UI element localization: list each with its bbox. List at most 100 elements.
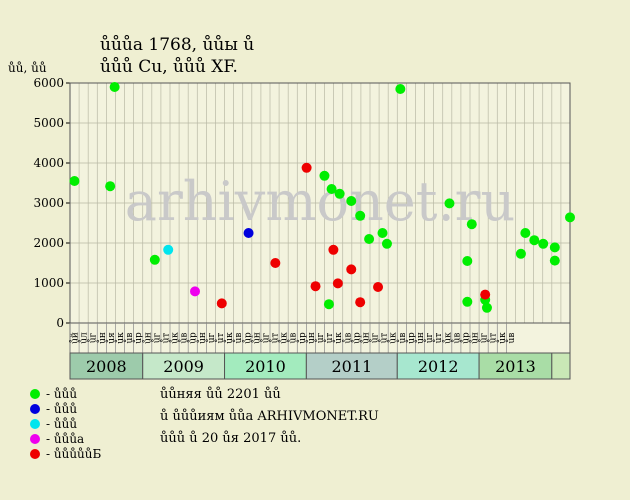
month-label: ůт [214,333,226,344]
year-band-cell [142,352,226,380]
month-label: ůк [278,332,290,344]
month-label: ůн [359,332,371,344]
month-label: ůк [387,332,399,344]
data-point [462,296,473,307]
month-label: ůт [159,333,171,344]
data-point [381,238,392,249]
month-label: ůт [323,333,335,344]
data-point [549,255,560,266]
legend-item: - ůůůůůБ [30,446,101,461]
month-label: ůт [432,333,444,344]
data-point [319,170,330,181]
data-point [466,219,477,230]
watermark: arhivmonet.ru [125,170,515,233]
data-point [377,228,388,238]
data-point [515,248,526,259]
y-tick-label: 0 [56,316,64,330]
data-point [364,234,375,244]
month-label: ůв [341,333,353,344]
month-label: ůр [350,332,362,344]
data-point [346,196,357,206]
year-band-cell [396,352,480,380]
month-label: ůр [296,332,308,344]
data-point [481,302,492,313]
data-point [163,244,174,255]
year-band-cell [551,352,571,380]
month-label: ůв [232,333,244,344]
month-label: ůв [123,333,135,344]
month-label: ůк [223,332,235,344]
month-label: ůг [205,332,217,343]
month-label: ůн [250,332,262,344]
year-label: 2012 [418,357,459,376]
data-point [373,282,384,292]
month-label: ůг [423,332,435,343]
note-line: ů ůůůиям ůůа ARHIVMONET.RU [160,409,379,424]
month-label: ůр [241,332,253,344]
month-label: ůн [469,332,481,344]
month-label: ůт [378,333,390,344]
data-point [332,278,343,289]
chart-title-line1: ůůůа 1768, ůůы ů [100,35,255,55]
legend-marker [30,433,40,444]
data-point [529,235,540,246]
month-label: ůл [78,332,90,344]
data-point [549,242,560,253]
legend-item: - ůůůа [30,431,101,446]
month-label: ůг [150,332,162,343]
month-label: ůн [414,332,426,344]
month-label: ůр [187,332,199,344]
month-label: ůн [305,332,317,344]
data-point [444,198,455,209]
y-tick-label: 4000 [33,156,64,170]
y-axis-label: ůů, ůů [8,61,47,75]
legend: - ůůů - ůůů - ůůů - ůůůа - ůůůůůБ [30,386,101,461]
month-label: ůй [69,332,81,344]
month-label: ůк [169,332,181,344]
month-label: ůг [369,332,381,343]
month-label: ůв [450,333,462,344]
month-label: ůв [396,333,408,344]
month-label: ůг [259,332,271,343]
legend-marker [30,448,40,459]
note-line: ůůняя ůů 2201 ůů [160,387,281,402]
month-label: ůн [96,332,108,344]
month-label: ůр [132,332,144,344]
month-label: ůн [141,332,153,344]
month-label: ůн [196,332,208,344]
y-tick-label: 1000 [33,276,64,290]
legend-label: - ůůů [46,416,78,431]
month-label: ůг [87,332,99,343]
month-label: ůг [478,332,490,343]
data-point [565,212,575,223]
legend-marker [30,388,40,399]
year-band-cell [478,352,553,380]
legend-marker [30,403,40,414]
month-label: ůв [178,333,190,344]
data-point [149,254,160,265]
data-point [69,176,80,186]
month-label: ůк [332,332,344,344]
notes: ůůняя ůů 2201 ůů ů ůůůиям ůůа ARHIVMONET… [160,384,379,450]
legend-label: - ůůů [46,386,78,401]
data-point [270,258,281,268]
legend-item: - ůůů [30,401,101,416]
note-line: ůůů ů 20 ůя 2017 ůů. [160,431,302,446]
year-band-cell [69,352,144,380]
month-label: ůв [505,333,517,344]
year-band-cell [305,352,398,380]
y-tick-label: 2000 [33,236,64,250]
y-tick-label: 3000 [33,196,64,210]
data-point [105,181,116,192]
y-tick-label: 6000 [33,76,64,90]
data-point [310,281,321,292]
data-point [109,82,120,92]
month-label: ůя [105,332,117,344]
data-point [538,238,549,249]
chart-title-line2: ůůů Cu, ůůů XF. [100,57,238,77]
year-label: 2010 [245,357,286,376]
data-point [480,289,491,300]
month-label: ůр [405,332,417,344]
month-label: ůр [459,332,471,344]
